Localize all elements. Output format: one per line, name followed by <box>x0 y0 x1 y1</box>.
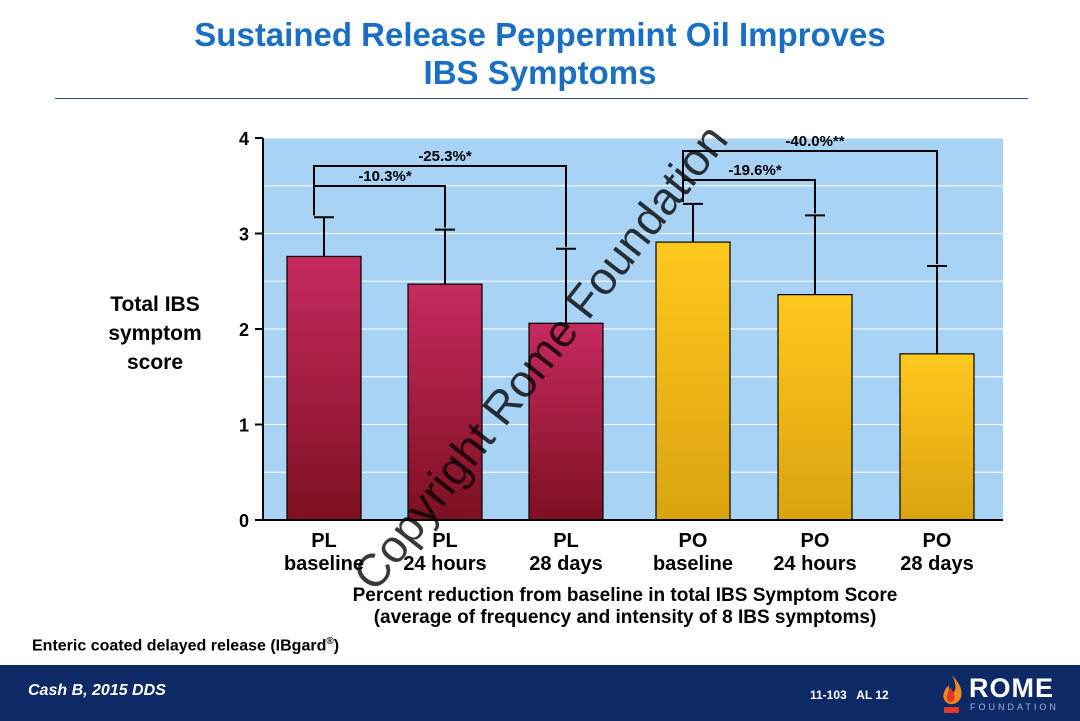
comparison-label: -25.3%* <box>418 148 472 165</box>
citation: Cash B, 2015 DDS <box>28 682 166 699</box>
title-divider <box>55 98 1028 99</box>
x-tick-label: PL <box>553 530 579 552</box>
bar-po-3 <box>899 353 975 521</box>
note-close: ) <box>333 637 340 655</box>
caption-line2: (average of frequency and intensity of 8… <box>373 607 877 628</box>
y-tick-label: 0 <box>239 511 249 531</box>
y-tick-label: 2 <box>239 320 249 340</box>
logo-subtitle: FOUNDATION <box>970 702 1059 712</box>
logo-word: ROME <box>969 673 1054 703</box>
x-tick-label: PL <box>432 530 458 552</box>
rome-foundation-logo: ROME FOUNDATION <box>937 673 1067 715</box>
footer-bar: Cash B, 2015 DDS 11-103 AL 12 ROME FOUND… <box>0 665 1080 721</box>
y-axis-label-line3: score <box>126 351 184 374</box>
x-tick-label: 28 days <box>529 553 602 575</box>
x-tick-label: 24 hours <box>403 553 486 575</box>
x-tick-label: 28 days <box>900 553 973 575</box>
chart-caption: Percent reduction from baseline in total… <box>250 585 1000 629</box>
bar-pl-1 <box>286 255 362 521</box>
bar-po-2 <box>777 294 853 521</box>
significance-bracket <box>682 150 938 264</box>
y-tick-label: 1 <box>239 416 249 436</box>
bar-pl-2 <box>407 283 483 521</box>
x-tick-label: PO <box>679 530 708 552</box>
significance-bracket <box>313 165 567 247</box>
flame-icon <box>943 675 962 713</box>
x-tick-label: PL <box>311 530 337 552</box>
comparison-label: -10.3%* <box>358 168 412 185</box>
x-tick-label: PO <box>923 530 952 552</box>
y-tick-label: 3 <box>239 225 249 245</box>
x-tick-label: 24 hours <box>773 553 856 575</box>
bar-po-1 <box>655 241 731 521</box>
comparison-label: -19.6%* <box>728 162 782 179</box>
y-axis-label: Total IBS symptom score <box>80 290 230 377</box>
note-text: Enteric coated delayed release (IBgard <box>32 637 327 655</box>
formulation-note: Enteric coated delayed release (IBgard®) <box>32 636 339 655</box>
slide-title-line2: IBS Symptoms <box>423 54 657 91</box>
registered-mark: ® <box>326 636 334 647</box>
y-axis-label-line1: Total IBS <box>110 293 200 316</box>
x-tick-label: PO <box>801 530 830 552</box>
slide-title: Sustained Release Peppermint Oil Improve… <box>0 16 1080 92</box>
bar-pl-3 <box>528 322 604 521</box>
y-tick-label: 4 <box>239 129 249 149</box>
x-tick-label: baseline <box>653 553 733 575</box>
x-tick-label: baseline <box>284 553 364 575</box>
y-axis-label-line2: symptom <box>108 322 202 345</box>
comparison-label: -40.0%** <box>785 133 844 150</box>
caption-line1: Percent reduction from baseline in total… <box>352 585 898 606</box>
slide-title-line1: Sustained Release Peppermint Oil Improve… <box>194 16 886 53</box>
slide-id: 11-103 AL 12 <box>810 688 889 702</box>
